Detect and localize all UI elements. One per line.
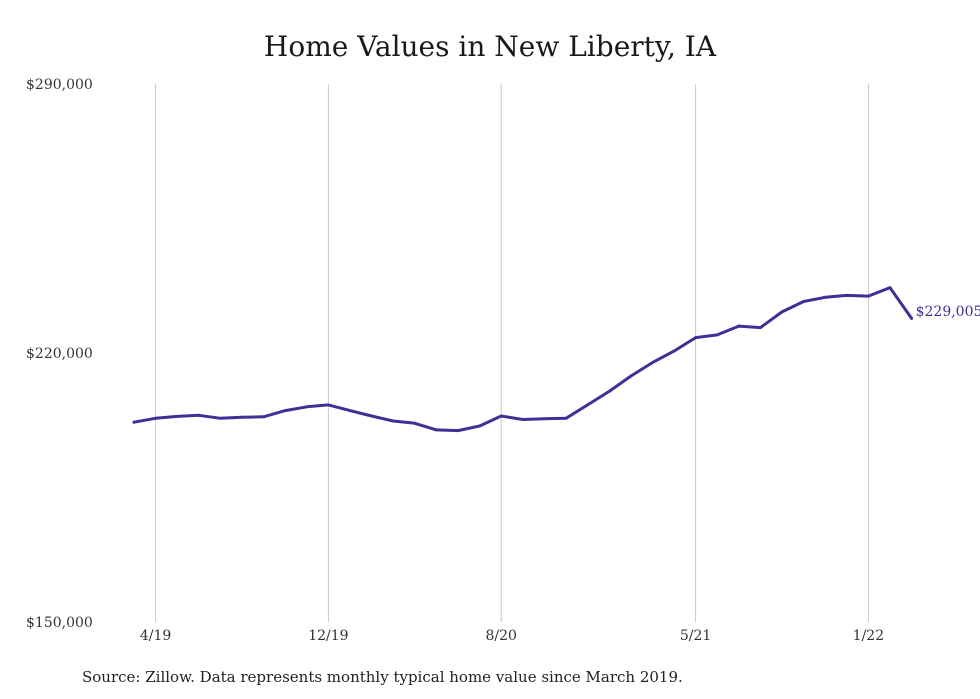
data-point	[694, 336, 697, 339]
data-point	[780, 310, 784, 314]
x-tick-label: 12/19	[308, 628, 348, 644]
data-point	[802, 300, 805, 303]
data-point	[478, 424, 481, 428]
data-point	[499, 414, 503, 418]
data-point	[910, 317, 913, 320]
data-point	[867, 294, 870, 298]
data-point	[759, 326, 762, 329]
x-tick-label: 1/22	[853, 628, 884, 644]
data-point	[305, 405, 309, 409]
y-tick-label: $150,000	[26, 615, 93, 631]
data-point	[413, 421, 417, 425]
data-point	[737, 324, 741, 328]
data-point	[629, 374, 633, 378]
x-tick-label: 5/21	[680, 628, 711, 644]
data-point	[456, 429, 460, 432]
data-point	[845, 294, 849, 297]
data-point	[435, 428, 438, 432]
data-point	[219, 416, 222, 420]
data-point	[586, 403, 589, 407]
data-point	[391, 419, 395, 423]
data-point	[823, 295, 827, 299]
source-note: Source: Zillow. Data represents monthly …	[82, 668, 683, 686]
data-point	[348, 409, 352, 412]
data-point	[564, 416, 568, 420]
gridlines	[155, 84, 869, 622]
data-point	[197, 413, 201, 417]
data-point	[327, 403, 330, 407]
chart-title: Home Values in New Liberty, IA	[263, 30, 717, 63]
data-point	[283, 409, 287, 412]
x-tick-label: 8/20	[485, 628, 516, 644]
x-axis-ticks: 4/19 12/19 8/20 5/21 1/22	[140, 628, 884, 644]
data-point	[175, 415, 179, 418]
y-tick-label: $220,000	[26, 346, 93, 362]
series-line	[132, 286, 914, 433]
x-tick-label: 4/19	[140, 628, 171, 644]
y-tick-label: $290,000	[26, 77, 93, 93]
data-point	[607, 390, 611, 393]
data-point	[154, 416, 158, 420]
data-point	[262, 415, 265, 419]
data-point	[715, 333, 719, 337]
data-point	[672, 349, 676, 353]
data-point	[651, 361, 654, 364]
series-layer: $229,005	[132, 286, 980, 433]
end-value-label: $229,005	[916, 304, 980, 320]
data-point	[521, 418, 525, 421]
y-axis-ticks: $290,000 $220,000 $150,000	[26, 77, 93, 631]
data-point	[370, 414, 373, 418]
data-point	[543, 417, 546, 421]
data-point	[240, 415, 244, 419]
data-point	[888, 286, 892, 290]
data-point	[132, 420, 136, 424]
